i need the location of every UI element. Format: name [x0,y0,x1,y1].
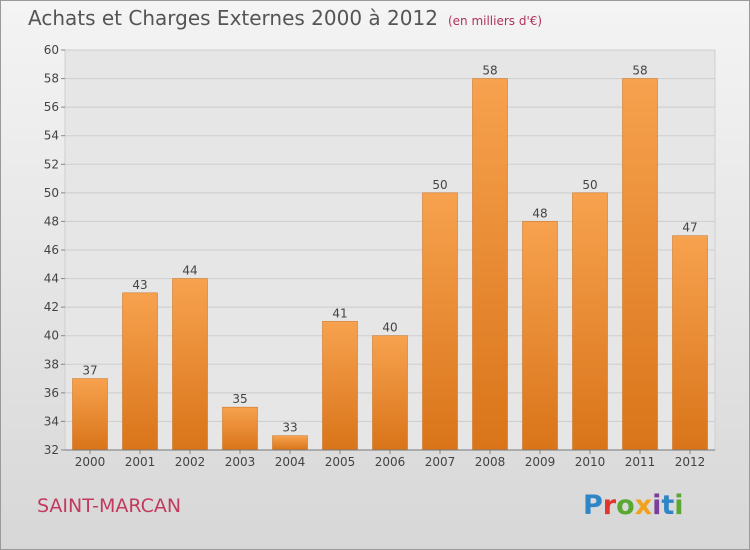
y-tick-label: 54 [44,129,59,143]
bar-2004 [272,435,308,451]
data-label-2004: 33 [282,421,297,435]
bar-2000 [72,378,108,451]
x-tick-label: 2006 [375,455,406,469]
chart-title-text: Achats et Charges Externes 2000 à 2012 [28,6,438,30]
data-label-2010: 50 [582,178,597,192]
y-tick-label: 52 [44,157,59,171]
y-tick-label: 48 [44,214,59,228]
y-tick-label: 58 [44,72,59,86]
y-tick-label: 60 [44,43,59,57]
y-tick-label: 34 [44,414,59,428]
data-label-2011: 58 [632,64,647,78]
bar-2010 [572,192,608,451]
x-tick-label: 2002 [175,455,206,469]
data-label-2002: 44 [182,264,197,278]
x-tick-label: 2004 [275,455,306,469]
y-tick-label: 40 [44,329,59,343]
bar-2006 [372,335,408,451]
x-tick-label: 2012 [675,455,706,469]
data-label-2009: 48 [532,206,547,220]
y-tick-label: 50 [44,186,59,200]
bar-2003 [222,406,258,451]
y-tick-label: 36 [44,386,59,400]
x-tick-label: 2009 [525,455,556,469]
proxiti-logo: Proxiti [583,490,684,521]
bar-2011 [622,78,658,451]
x-tick-label: 2001 [125,455,156,469]
y-tick-label: 32 [44,443,59,457]
bar-2012 [672,235,708,451]
bars: 37 43 44 35 33 41 40 50 58 48 50 58 47 [72,64,708,451]
y-axis-ticks: 32 34 36 38 40 42 44 46 48 50 52 54 56 58 60 [44,43,65,457]
data-label-2001: 43 [132,278,147,292]
data-label-2005: 41 [332,306,347,320]
data-label-2012: 47 [682,221,697,235]
chart-unit: (en milliers d'€) [447,14,543,28]
data-label-2007: 50 [432,178,447,192]
x-tick-label: 2007 [425,455,456,469]
bar-2008 [472,78,508,451]
y-tick-label: 46 [44,243,59,257]
data-label-2003: 35 [232,392,247,406]
data-label-2008: 58 [482,64,497,78]
x-tick-label: 2003 [225,455,256,469]
bar-2001 [122,292,158,451]
bar-2005 [322,321,358,451]
y-tick-label: 44 [44,272,59,286]
data-label-2000: 37 [82,364,97,378]
y-tick-label: 42 [44,300,59,314]
y-tick-label: 56 [44,100,59,114]
bar-2009 [522,221,558,451]
x-tick-label: 2011 [625,455,656,469]
x-tick-label: 2010 [575,455,606,469]
bar-2007 [422,192,458,451]
x-axis-ticks: 2000 2001 2002 2003 2004 2005 2006 2007 2008 2009… [75,450,706,469]
chart-title: Achats et Charges Externes 2000 à 2012 (e… [28,6,542,30]
bar-2002 [172,278,208,451]
city-name: SAINT-MARCAN [37,495,182,517]
x-tick-label: 2000 [75,455,106,469]
data-label-2006: 40 [382,321,397,335]
x-tick-label: 2008 [475,455,506,469]
x-tick-label: 2005 [325,455,356,469]
y-tick-label: 38 [44,357,59,371]
